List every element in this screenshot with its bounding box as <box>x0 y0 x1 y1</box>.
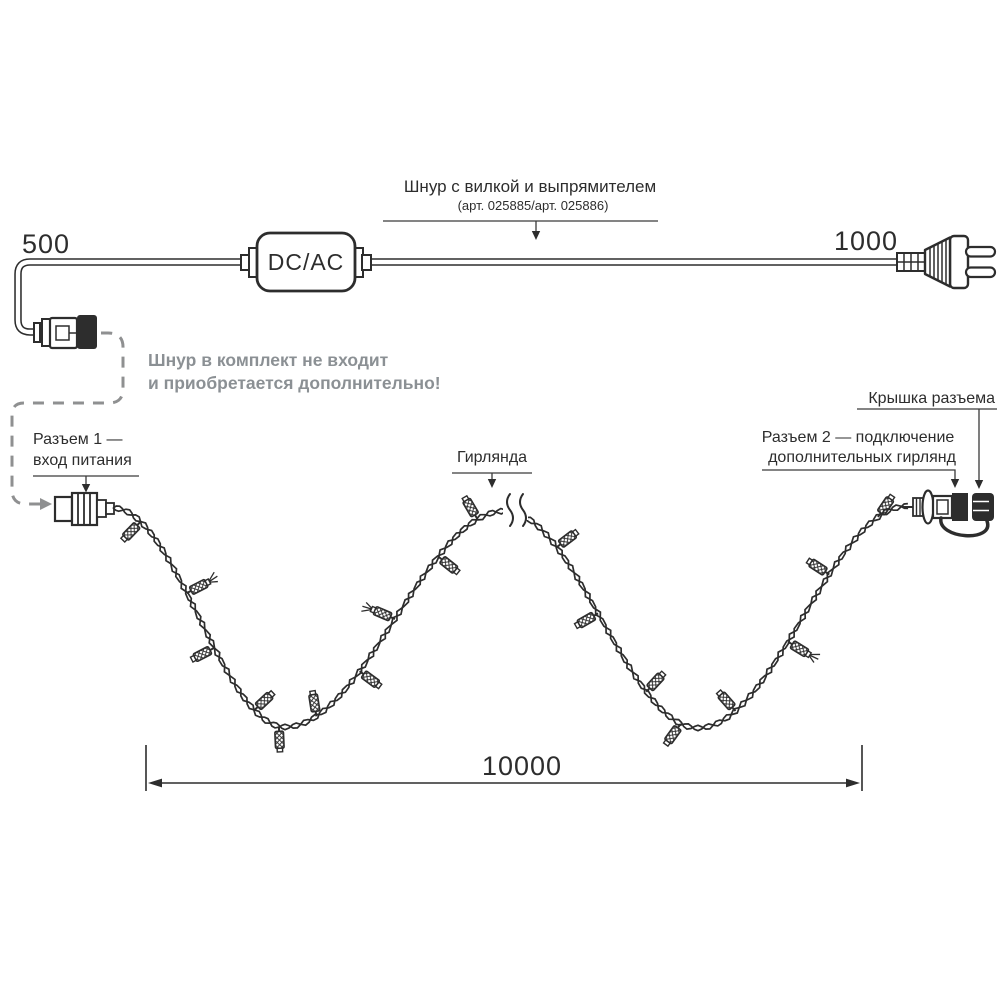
led-bulb <box>805 557 830 576</box>
connector2-callout: Разъем 2 — подключение дополнительных ги… <box>762 429 960 488</box>
cord-connector-icon <box>33 315 97 350</box>
led-bulb <box>662 723 682 748</box>
garland-output-connector-icon <box>902 489 994 538</box>
led-bulb <box>186 571 218 595</box>
garland-connector-step1 <box>96 499 107 518</box>
garland-wire-strand-b <box>112 502 908 731</box>
cord-callout-title: Шнур с вилкой и выпрямителем <box>404 177 656 196</box>
connector2-leader-line <box>762 469 956 479</box>
led-bulb <box>274 726 285 753</box>
not-included-dashed-path <box>10 331 125 506</box>
plug-body-ribs <box>929 240 947 284</box>
power-cord <box>14 258 899 336</box>
led-bulb <box>359 670 383 690</box>
led-bulb-whiskers <box>208 571 218 583</box>
cord-connector-rib <box>41 318 51 347</box>
connector1-label-line1: Разъем 1 — <box>33 431 123 448</box>
dim-1000-label: 1000 <box>834 226 898 256</box>
garland-wire <box>112 493 909 753</box>
not-included-group: Шнур в комплект не входит и приобретаетс… <box>10 331 441 510</box>
led-bulb <box>556 528 580 548</box>
garland-label: Гирлянда <box>457 449 527 466</box>
led-bulb <box>715 689 737 712</box>
cap-label: Крышка разъема <box>868 390 995 407</box>
connector2-socket <box>936 499 949 515</box>
wire-break-gap <box>503 497 528 520</box>
note-line2: и приобретается дополнительно! <box>148 373 441 393</box>
connector-cap-ribs <box>973 500 989 512</box>
garland-input-connector-icon <box>53 491 115 527</box>
plug-prong-bottom <box>964 266 997 279</box>
led-bulb <box>361 601 396 622</box>
plug-face <box>948 234 970 290</box>
connector2-label-line1: Разъем 2 — подключение <box>762 429 955 446</box>
connector2-ribs <box>915 498 921 516</box>
dimension-ticks <box>145 745 863 791</box>
dcac-label: DC/AC <box>268 249 345 275</box>
power-cord-left-core <box>15 259 243 335</box>
connector-cap-icon <box>972 493 994 521</box>
led-bulb <box>119 521 142 543</box>
cap-tether <box>939 516 990 538</box>
connector2-black-section <box>952 493 968 521</box>
plug-strain-ribs <box>897 253 925 271</box>
led-bulb <box>877 493 896 518</box>
right-arrow-icon <box>846 778 860 788</box>
down-arrow-icon <box>81 484 91 493</box>
led-bulb-body <box>308 693 321 713</box>
garland-connector-nose <box>53 495 74 523</box>
garland-wire-strand-a <box>112 504 909 732</box>
led-bulb-whiskers <box>361 601 372 612</box>
garland-dimension: 10000 <box>145 745 863 791</box>
garland-leader-line <box>452 472 532 479</box>
led-bulb <box>253 689 276 711</box>
led-bulb <box>308 689 321 717</box>
connector1-callout: Разъем 1 — вход питания <box>33 431 139 493</box>
garland-connector-ribs <box>77 493 91 525</box>
cord-callout: Шнур с вилкой и выпрямителем (арт. 02588… <box>383 177 658 240</box>
connector1-leader-line <box>33 475 139 484</box>
led-bulb <box>437 555 461 576</box>
note-line1: Шнур в комплект не входит <box>148 350 389 370</box>
garland-callout: Гирлянда <box>452 449 532 488</box>
cap-callout: Крышка разъема <box>857 390 997 489</box>
led-bulb <box>461 494 479 520</box>
connector2-ring <box>921 489 935 525</box>
adapter-strain-relief-right-small <box>361 254 372 271</box>
dcac-adapter: DC/AC <box>240 231 372 293</box>
plug-prong-top <box>964 245 997 258</box>
euro-plug-icon <box>896 234 997 290</box>
wire-break-icon <box>503 493 528 527</box>
led-bulb-body <box>274 730 285 750</box>
dim-10000-label: 10000 <box>482 751 562 781</box>
led-bulb <box>645 670 667 693</box>
down-arrow-icon <box>531 231 541 240</box>
down-arrow-icon <box>974 480 984 489</box>
cord-connector-rib-small <box>33 322 41 343</box>
dim-500-label: 500 <box>22 229 70 259</box>
led-bulb <box>573 611 599 630</box>
connector1-label-line2: вход питания <box>33 452 132 469</box>
led-bulb <box>189 646 215 663</box>
led-bulb-whiskers <box>809 653 821 663</box>
down-arrow-icon <box>950 479 960 488</box>
cord-callout-subtitle: (арт. 025885/арт. 025886) <box>458 198 609 213</box>
left-arrow-icon <box>148 778 162 788</box>
cap-leader-line <box>857 408 997 480</box>
right-arrow-icon <box>40 498 52 510</box>
connector2-label-line2: дополнительных гирлянд <box>768 449 956 466</box>
cord-connector-cap <box>77 315 97 349</box>
led-bulb <box>787 640 821 663</box>
dcac-adapter-box <box>255 231 357 293</box>
down-arrow-icon <box>487 479 497 488</box>
wire-break-squiggle-right <box>519 493 527 527</box>
wire-break-squiggle-left <box>506 493 514 527</box>
